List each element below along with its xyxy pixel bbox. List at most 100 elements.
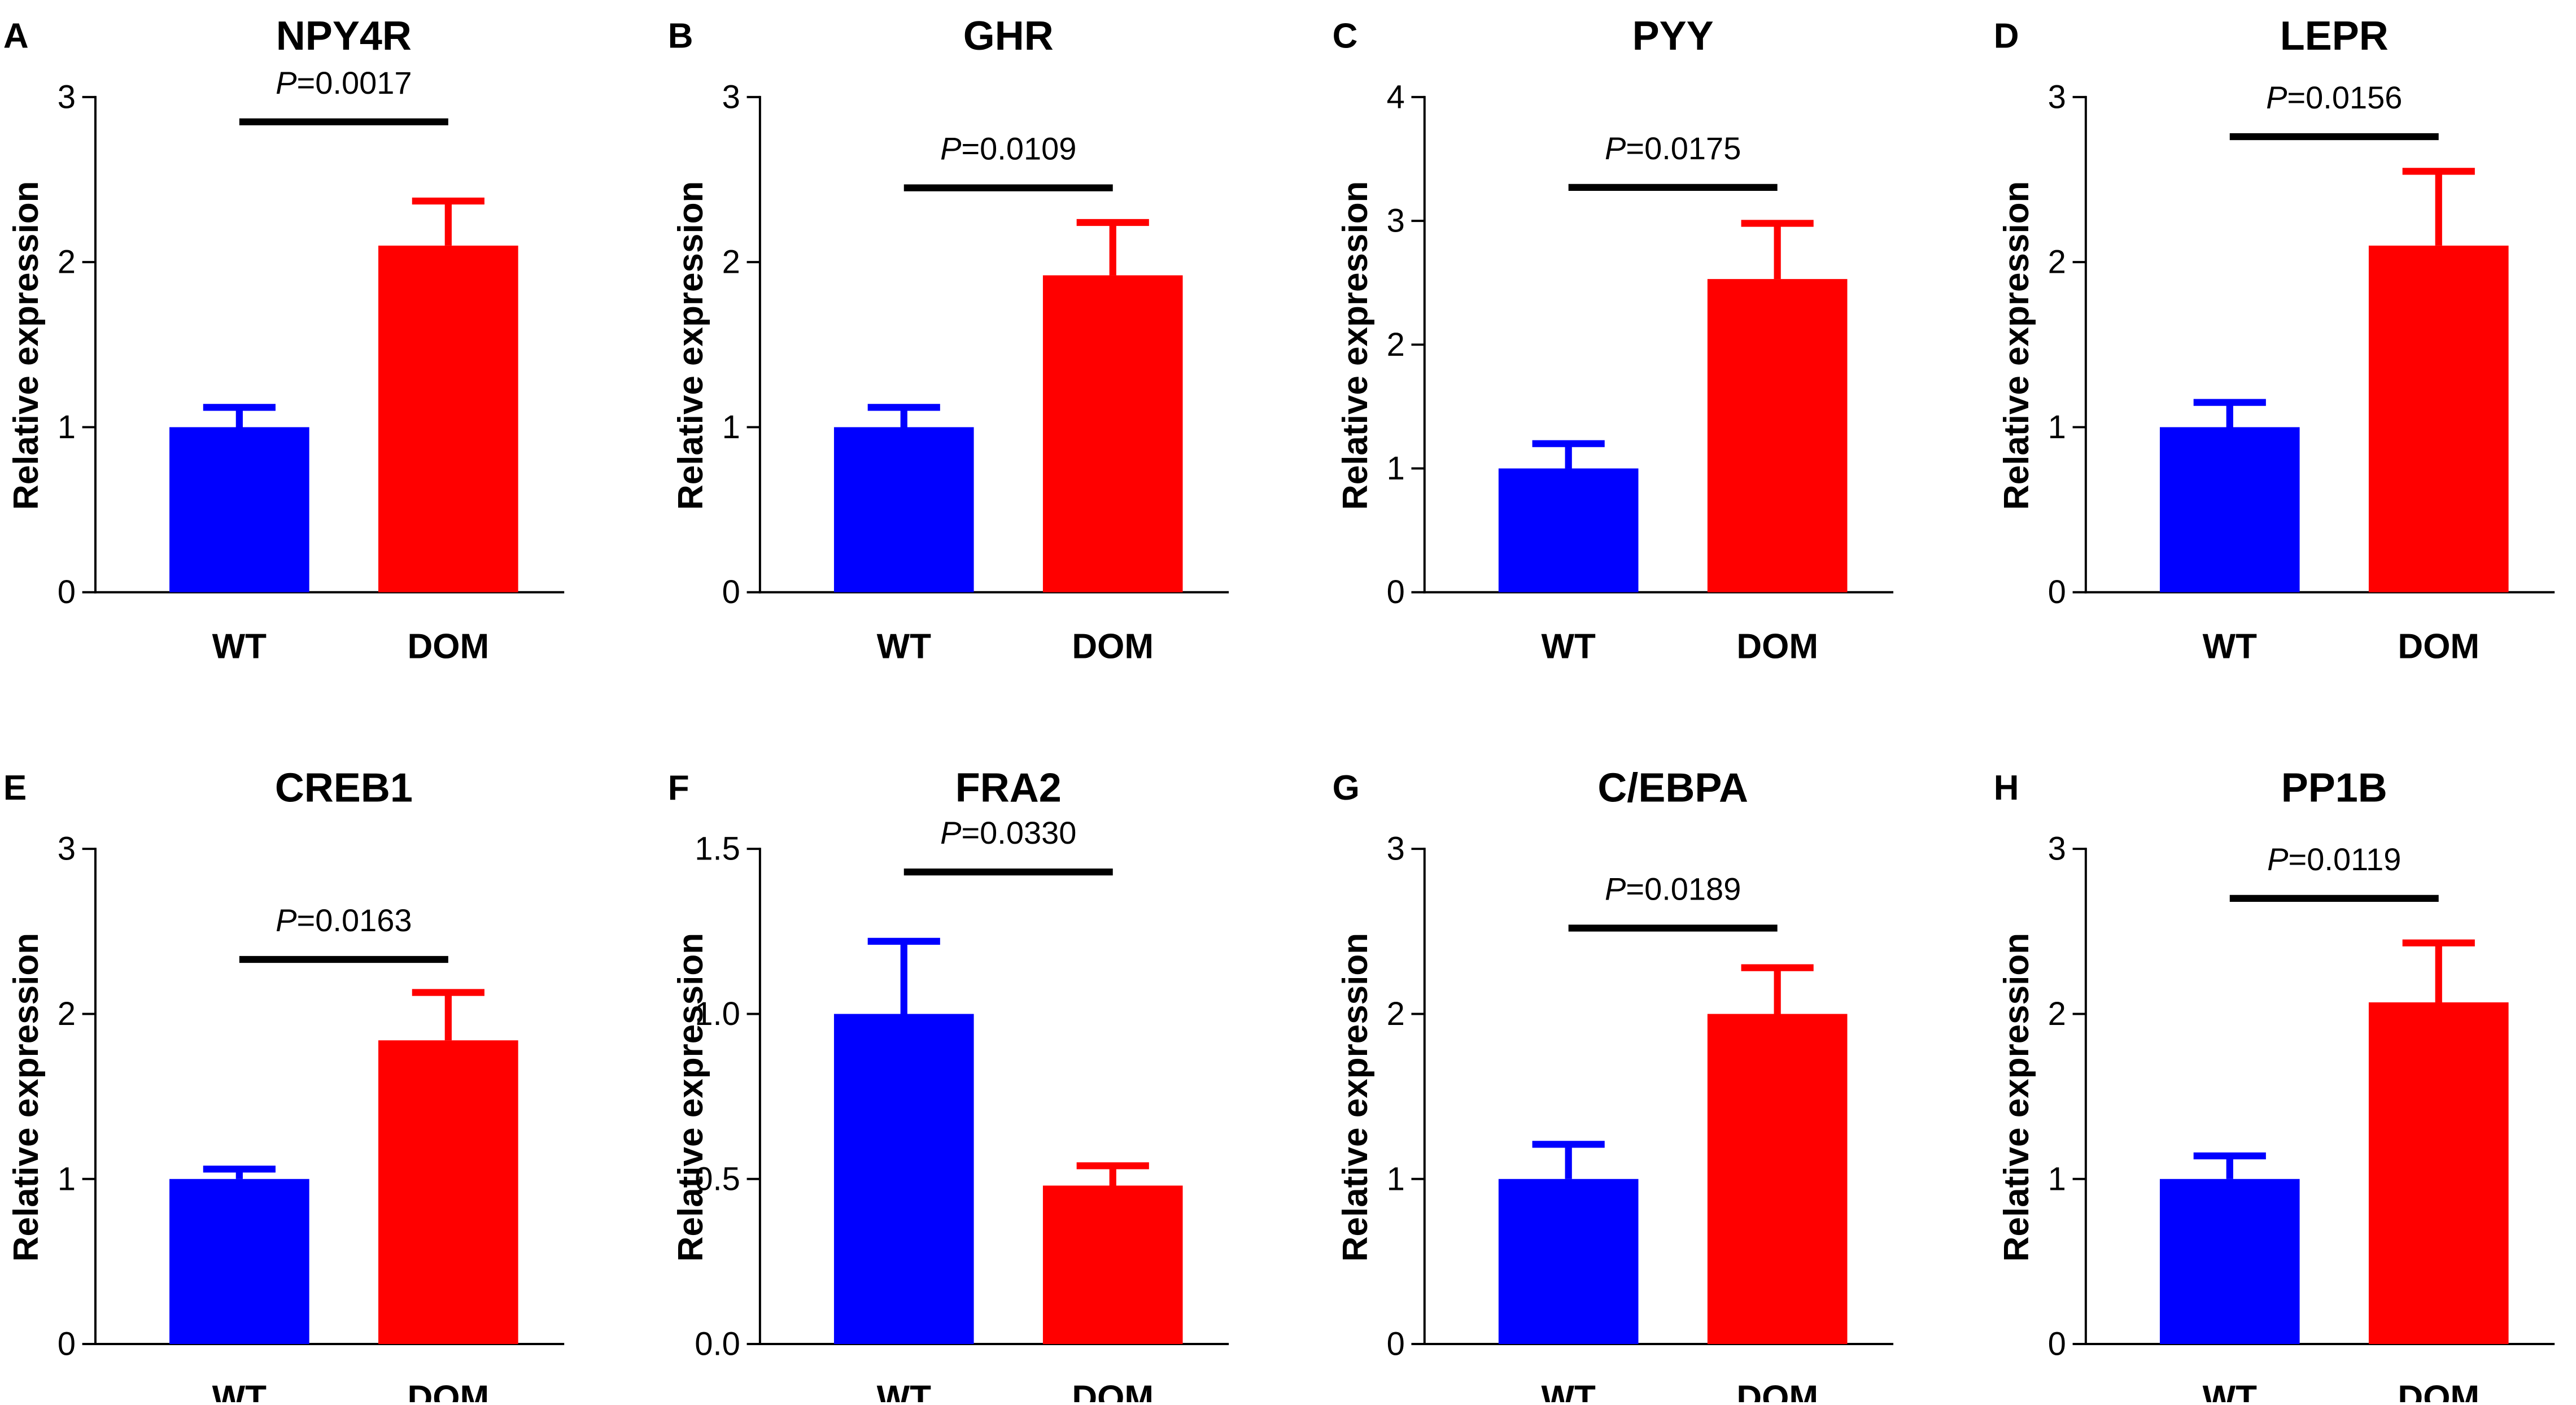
x-category-label: DOM bbox=[1736, 1379, 1818, 1402]
y-tick-label: 2 bbox=[722, 244, 740, 281]
x-category-label: DOM bbox=[2398, 1379, 2479, 1402]
y-tick-label: 3 bbox=[1387, 831, 1405, 867]
bar-dom bbox=[2368, 245, 2509, 592]
y-axis-label: Relative expression bbox=[1336, 933, 1375, 1262]
y-tick-label: 0 bbox=[58, 574, 76, 610]
x-category-label: DOM bbox=[408, 1379, 490, 1402]
panel-letter: A bbox=[3, 17, 29, 56]
p-value-prefix: P bbox=[276, 902, 296, 938]
p-value-number: =0.0156 bbox=[2287, 80, 2402, 115]
chart-title: LEPR bbox=[2280, 14, 2389, 59]
p-value-label: P=0.0330 bbox=[940, 815, 1076, 850]
p-value-label: P=0.0175 bbox=[1605, 130, 1741, 165]
panel-letter: E bbox=[3, 769, 27, 808]
y-tick-label: 2 bbox=[58, 244, 76, 281]
x-category-label: WT bbox=[877, 1379, 932, 1402]
bar-wt bbox=[1498, 1179, 1639, 1345]
chart-panel-a: A NPY4R Relative expression 0 1 2 3 WT DOM P=0.00… bbox=[3, 14, 565, 666]
bar-dom bbox=[2368, 1002, 2509, 1345]
p-value-label: P=0.0017 bbox=[276, 64, 412, 100]
panel-letter: H bbox=[1994, 769, 2019, 808]
p-value-prefix: P bbox=[1605, 871, 1626, 906]
y-axis-label: Relative expression bbox=[1336, 181, 1375, 510]
y-axis-label: Relative expression bbox=[671, 933, 710, 1262]
panel-letter: C bbox=[1333, 17, 1358, 56]
bar-dom bbox=[1042, 275, 1183, 592]
y-tick-label: 3 bbox=[1387, 203, 1405, 239]
p-value-label: P=0.0163 bbox=[276, 902, 412, 938]
chart-panel-e: E CREB1 Relative expression 0 1 2 3 WT DOM P=0.01… bbox=[3, 765, 565, 1405]
p-value-number: =0.0119 bbox=[2289, 841, 2402, 876]
p-value-label: P=0.0189 bbox=[1605, 871, 1741, 906]
y-tick-label: 2 bbox=[1387, 326, 1405, 363]
y-tick-label: 3 bbox=[722, 78, 740, 115]
y-tick-label: 3 bbox=[2048, 831, 2066, 867]
y-tick-label: 1.0 bbox=[695, 996, 740, 1032]
bar-wt bbox=[833, 1014, 974, 1345]
p-value-prefix: P bbox=[940, 130, 961, 166]
y-axis-label: Relative expression bbox=[1997, 181, 2036, 510]
p-value-number: =0.0330 bbox=[961, 815, 1076, 850]
y-tick-label: 0 bbox=[58, 1326, 76, 1363]
x-category-label: WT bbox=[1541, 1379, 1596, 1402]
panel-letter: G bbox=[1333, 769, 1360, 808]
p-value-number: =0.0175 bbox=[1626, 130, 1741, 165]
chart-title: GHR bbox=[963, 14, 1054, 59]
y-tick-label: 1.5 bbox=[695, 831, 740, 867]
y-axis-label: Relative expression bbox=[7, 933, 46, 1262]
bar-wt bbox=[833, 427, 974, 592]
chart-title: NPY4R bbox=[276, 14, 412, 59]
chart-panel-b: B GHR Relative expression 0 1 2 3 WT DOM P=0.0109 bbox=[668, 14, 1229, 666]
p-value-number: =0.0109 bbox=[961, 130, 1076, 166]
panel-letter: B bbox=[668, 17, 693, 56]
p-value-prefix: P bbox=[276, 64, 296, 100]
y-tick-label: 1 bbox=[2048, 409, 2066, 446]
y-axis-label: Relative expression bbox=[671, 181, 710, 510]
x-category-label: WT bbox=[877, 627, 932, 666]
y-tick-label: 4 bbox=[1387, 78, 1405, 115]
p-value-prefix: P bbox=[2266, 80, 2287, 115]
chart-panel-c: C PYY Relative expression 0 1 2 3 4 WT DOM P=0.017… bbox=[1333, 14, 1894, 666]
y-tick-label: 3 bbox=[2048, 78, 2066, 115]
chart-title: PP1B bbox=[2281, 765, 2387, 810]
y-axis-label: Relative expression bbox=[7, 181, 46, 510]
y-tick-label: 1 bbox=[1387, 450, 1405, 487]
y-tick-label: 0 bbox=[1387, 1326, 1405, 1363]
chart-title: FRA2 bbox=[955, 765, 1062, 810]
p-value-number: =0.0163 bbox=[297, 902, 412, 938]
x-category-label: WT bbox=[2203, 1379, 2258, 1402]
y-tick-label: 0 bbox=[2048, 574, 2066, 610]
p-value-label: P=0.0156 bbox=[2266, 80, 2402, 115]
panel-letter: D bbox=[1994, 17, 2019, 56]
y-tick-label: 0 bbox=[722, 574, 740, 610]
bar-wt bbox=[169, 427, 309, 592]
x-category-label: WT bbox=[2203, 627, 2258, 666]
bar-dom bbox=[1042, 1185, 1183, 1345]
x-category-label: DOM bbox=[2398, 627, 2479, 666]
x-category-label: WT bbox=[1541, 627, 1596, 666]
y-tick-label: 3 bbox=[58, 831, 76, 867]
panel-letter: F bbox=[668, 769, 689, 808]
y-tick-label: 3 bbox=[58, 78, 76, 115]
p-value-prefix: P bbox=[940, 815, 961, 850]
y-tick-label: 1 bbox=[58, 409, 76, 446]
y-tick-label: 2 bbox=[58, 996, 76, 1032]
y-tick-label: 1 bbox=[722, 409, 740, 446]
y-tick-label: 0 bbox=[1387, 574, 1405, 610]
chart-title: C/EBPA bbox=[1597, 765, 1748, 810]
chart-panel-d: D LEPR Relative expression 0 1 2 3 WT DOM P=0.015… bbox=[1994, 14, 2555, 666]
chart-title: CREB1 bbox=[275, 765, 413, 810]
y-tick-label: 0.0 bbox=[695, 1326, 740, 1363]
y-tick-label: 2 bbox=[2048, 996, 2066, 1032]
bar-wt bbox=[2159, 427, 2300, 592]
y-tick-label: 0 bbox=[2048, 1326, 2066, 1363]
bar-dom bbox=[378, 245, 518, 592]
y-tick-label: 1 bbox=[1387, 1160, 1405, 1197]
y-tick-label: 2 bbox=[1387, 996, 1405, 1032]
bar-wt bbox=[169, 1179, 309, 1345]
bar-wt bbox=[1498, 468, 1639, 592]
x-category-label: DOM bbox=[1072, 1379, 1154, 1402]
x-category-label: WT bbox=[212, 1379, 267, 1402]
